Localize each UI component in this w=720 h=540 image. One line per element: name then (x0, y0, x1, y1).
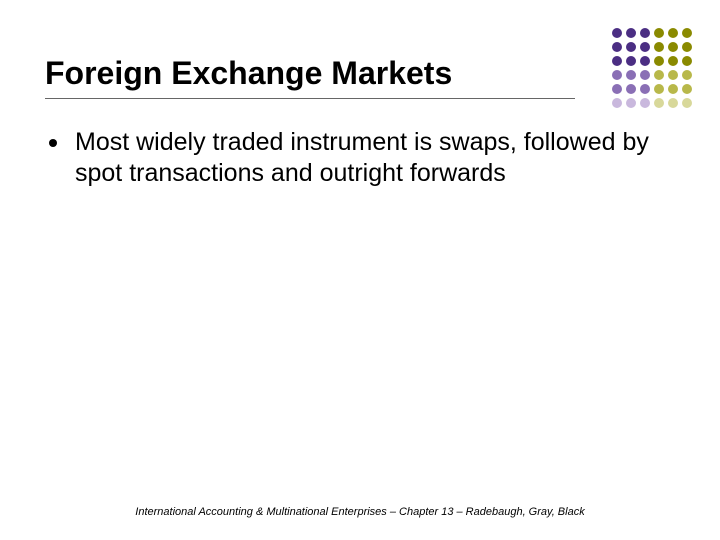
grid-dot (654, 56, 664, 66)
grid-dot (682, 42, 692, 52)
slide: Foreign Exchange Markets Most widely tra… (0, 0, 720, 540)
grid-dot (668, 28, 678, 38)
grid-dot (654, 98, 664, 108)
grid-dot (682, 70, 692, 80)
grid-dot (626, 84, 636, 94)
grid-dot (682, 98, 692, 108)
title-underline (45, 98, 575, 99)
grid-dot (682, 28, 692, 38)
bullet-item: Most widely traded instrument is swaps, … (49, 127, 675, 190)
footer-citation: International Accounting & Multinational… (0, 506, 720, 518)
grid-dot (654, 28, 664, 38)
grid-dot (640, 56, 650, 66)
grid-dot (668, 70, 678, 80)
grid-dot (654, 42, 664, 52)
grid-dot (654, 84, 664, 94)
grid-dot (612, 42, 622, 52)
slide-title: Foreign Exchange Markets (45, 55, 452, 92)
grid-dot (668, 98, 678, 108)
grid-dot (640, 84, 650, 94)
grid-dot (682, 56, 692, 66)
grid-dot (626, 42, 636, 52)
grid-dot (654, 70, 664, 80)
grid-dot (626, 98, 636, 108)
grid-dot (626, 70, 636, 80)
grid-dot (640, 70, 650, 80)
grid-dot (668, 42, 678, 52)
grid-dot (612, 70, 622, 80)
grid-dot (612, 56, 622, 66)
content-area: Most widely traded instrument is swaps, … (45, 127, 675, 190)
grid-dot (626, 56, 636, 66)
grid-dot (612, 98, 622, 108)
grid-dot (612, 84, 622, 94)
grid-dot (682, 84, 692, 94)
grid-dot (626, 28, 636, 38)
bullet-dot-icon (49, 139, 57, 147)
title-row: Foreign Exchange Markets (45, 55, 675, 92)
grid-dot (640, 28, 650, 38)
grid-dot (640, 42, 650, 52)
bullet-text: Most widely traded instrument is swaps, … (75, 127, 675, 190)
grid-dot (640, 98, 650, 108)
decorative-dot-grid (612, 28, 692, 108)
grid-dot (668, 56, 678, 66)
grid-dot (612, 28, 622, 38)
grid-dot (668, 84, 678, 94)
